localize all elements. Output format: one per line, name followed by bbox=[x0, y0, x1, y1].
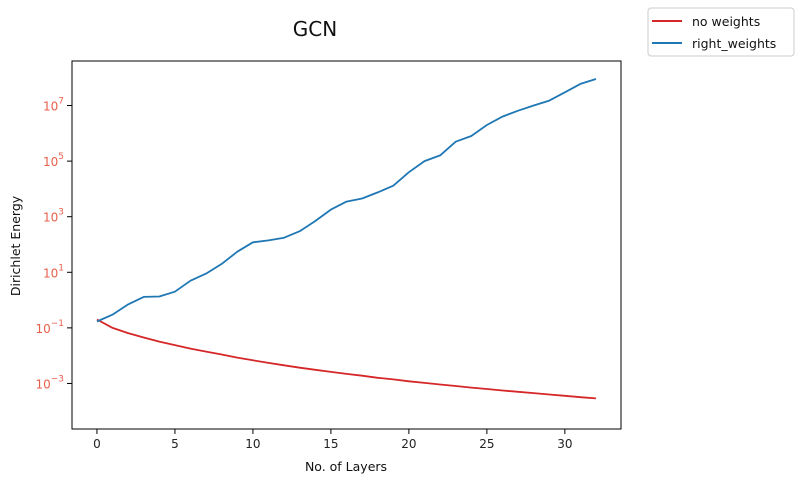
legend-label-no-weights: no weights bbox=[692, 14, 760, 29]
y-tick-label: 105 bbox=[43, 152, 64, 169]
y-axis-label: Dirichlet Energy bbox=[8, 195, 23, 296]
x-axis: 0 5 10 15 20 25 30 bbox=[93, 429, 572, 451]
x-tick-label: 5 bbox=[171, 437, 179, 451]
legend: no weights right_weights bbox=[647, 7, 795, 57]
plot-frame bbox=[71, 60, 622, 430]
x-tick-label: 0 bbox=[93, 437, 101, 451]
y-tick-label: 107 bbox=[43, 97, 64, 114]
y-axis: 10−3 10−1 101 103 105 107 bbox=[35, 97, 72, 391]
y-tick-label: 10−1 bbox=[35, 319, 64, 336]
x-tick-label: 25 bbox=[479, 437, 494, 451]
y-tick-label: 10−3 bbox=[35, 374, 64, 391]
x-tick-label: 30 bbox=[557, 437, 572, 451]
y-tick-label: 103 bbox=[43, 208, 64, 225]
x-tick-label: 15 bbox=[323, 437, 338, 451]
x-tick-label: 20 bbox=[401, 437, 416, 451]
legend-box bbox=[647, 7, 795, 57]
series-line-no-weights bbox=[96, 318, 597, 400]
x-axis-label: No. of Layers bbox=[305, 459, 387, 474]
series-line-right-weights bbox=[96, 78, 597, 323]
y-tick-label: 101 bbox=[43, 263, 64, 280]
series-layer bbox=[96, 78, 597, 400]
legend-label-right-weights: right_weights bbox=[692, 36, 776, 51]
x-tick-label: 10 bbox=[245, 437, 260, 451]
chart-title: GCN bbox=[293, 17, 337, 41]
